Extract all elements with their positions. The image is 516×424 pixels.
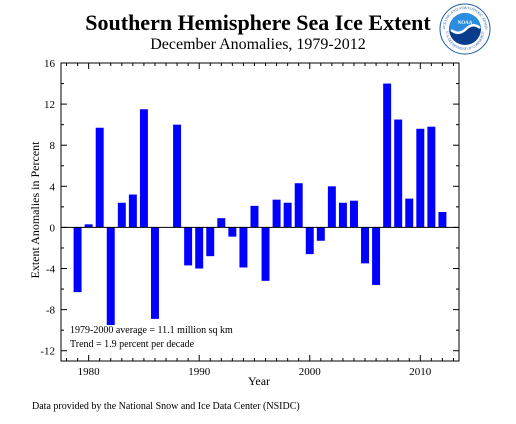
bar-2012 bbox=[438, 212, 447, 228]
y-tick-label: 16 bbox=[44, 58, 56, 70]
bar-1996 bbox=[261, 227, 270, 281]
bar-2011 bbox=[427, 126, 436, 228]
bar-2007 bbox=[383, 83, 392, 228]
bars-group bbox=[73, 83, 447, 326]
bar-2010 bbox=[416, 128, 425, 228]
y-tick-label: 4 bbox=[50, 181, 56, 193]
bar-1986 bbox=[150, 227, 159, 319]
bar-1988 bbox=[173, 124, 182, 228]
y-tick-label: -8 bbox=[46, 305, 56, 317]
y-tick-label: -4 bbox=[46, 264, 56, 276]
x-axis-label: Year bbox=[248, 374, 270, 388]
bar-1990 bbox=[195, 227, 204, 269]
bar-2003 bbox=[338, 202, 347, 228]
y-tick-label: 8 bbox=[50, 140, 56, 152]
bar-2004 bbox=[349, 200, 358, 228]
y-axis-label: Extent Anomalies in Percent bbox=[28, 141, 42, 279]
bar-2009 bbox=[405, 198, 414, 228]
chart-title: Southern Hemisphere Sea Ice Extent bbox=[85, 10, 431, 35]
bar-1982 bbox=[106, 227, 115, 326]
chart-subtitle: December Anomalies, 1979-2012 bbox=[150, 36, 366, 53]
bar-1989 bbox=[184, 227, 193, 266]
average-annotation: 1979-2000 average = 11.1 million sq km bbox=[70, 325, 233, 336]
x-tick-label: 1980 bbox=[78, 366, 101, 378]
bar-2000 bbox=[305, 227, 314, 255]
bar-2001 bbox=[316, 227, 325, 241]
bar-1981 bbox=[95, 127, 104, 228]
bar-2002 bbox=[327, 186, 336, 228]
bar-1994 bbox=[239, 227, 248, 268]
bar-1985 bbox=[139, 109, 148, 228]
bar-2006 bbox=[372, 227, 381, 285]
trend-annotation: Trend = 1.9 percent per decade bbox=[70, 339, 195, 350]
data-credit: Data provided by the National Snow and I… bbox=[32, 401, 300, 412]
bar-1993 bbox=[228, 227, 237, 237]
bar-1991 bbox=[206, 227, 215, 257]
y-tick-label: -12 bbox=[40, 346, 55, 358]
bar-1984 bbox=[128, 194, 137, 228]
noaa-logo-text: NOAA bbox=[458, 21, 473, 26]
bar-2005 bbox=[361, 227, 370, 264]
noaa-logo: NATIONAL OCEANIC AND ATMOSPHERIC ADMINIS… bbox=[439, 3, 491, 55]
bar-1992 bbox=[217, 218, 226, 228]
x-tick-label: 2000 bbox=[299, 366, 322, 378]
bar-1979 bbox=[73, 227, 82, 293]
bar-2008 bbox=[394, 119, 403, 228]
bar-1995 bbox=[250, 205, 259, 228]
bar-1983 bbox=[117, 202, 126, 228]
labels-group: Year Extent Anomalies in Percent 1979-20… bbox=[28, 141, 270, 388]
bar-1998 bbox=[283, 202, 292, 228]
axes-group: -12 -8 -4 0 4 8 12 16 1980 1990 2000 2010 bbox=[40, 58, 460, 378]
x-tick-label: 2010 bbox=[409, 366, 432, 378]
bar-1999 bbox=[294, 183, 303, 228]
x-tick-label: 1990 bbox=[188, 366, 211, 378]
plot-frame bbox=[60, 62, 460, 362]
y-tick-label: 0 bbox=[50, 222, 56, 234]
bar-1980 bbox=[84, 224, 93, 228]
y-tick-label: 12 bbox=[44, 99, 55, 111]
bar-1997 bbox=[272, 199, 281, 228]
